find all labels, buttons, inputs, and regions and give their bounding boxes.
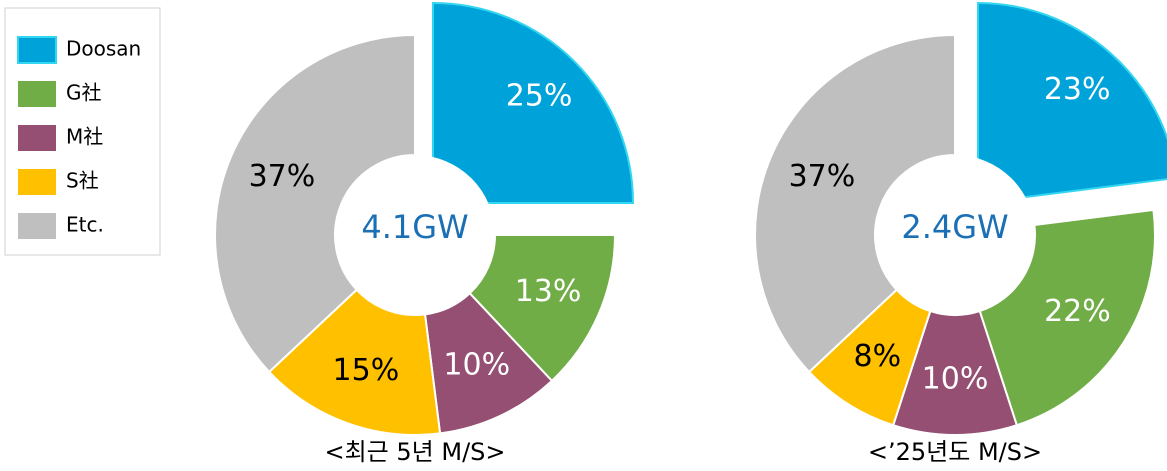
data-label: 13% [515, 274, 582, 309]
data-label: 10% [443, 348, 510, 383]
data-label: 37% [249, 159, 316, 194]
data-label: 10% [922, 362, 989, 397]
legend-swatch [18, 125, 56, 151]
legend-swatch [18, 169, 56, 195]
pie-slice [432, 1, 635, 204]
legend-swatch [18, 81, 56, 107]
legend-swatch [17, 36, 57, 64]
legend-swatch [18, 213, 56, 239]
legend-label: M社 [66, 125, 103, 149]
chart-title: <최근 5년 M/S> [324, 438, 505, 466]
data-label: 37% [789, 159, 856, 194]
data-label: 15% [333, 353, 400, 388]
legend-label: S社 [66, 169, 99, 193]
legend-label: Doosan [66, 37, 141, 61]
data-label: 22% [1044, 294, 1111, 329]
donut-hole [875, 155, 1035, 315]
data-label: 8% [854, 339, 902, 374]
legend-label: Etc. [66, 213, 104, 237]
data-label: 25% [506, 78, 573, 113]
center-label: 2.4GW [901, 208, 1008, 246]
pie-slice [977, 1, 1167, 205]
chart-title: <’25년도 M/S> [868, 438, 1042, 466]
center-label: 4.1GW [361, 208, 468, 246]
legend-label: G社 [66, 81, 102, 105]
donut-hole [335, 155, 495, 315]
data-label: 23% [1044, 72, 1111, 107]
